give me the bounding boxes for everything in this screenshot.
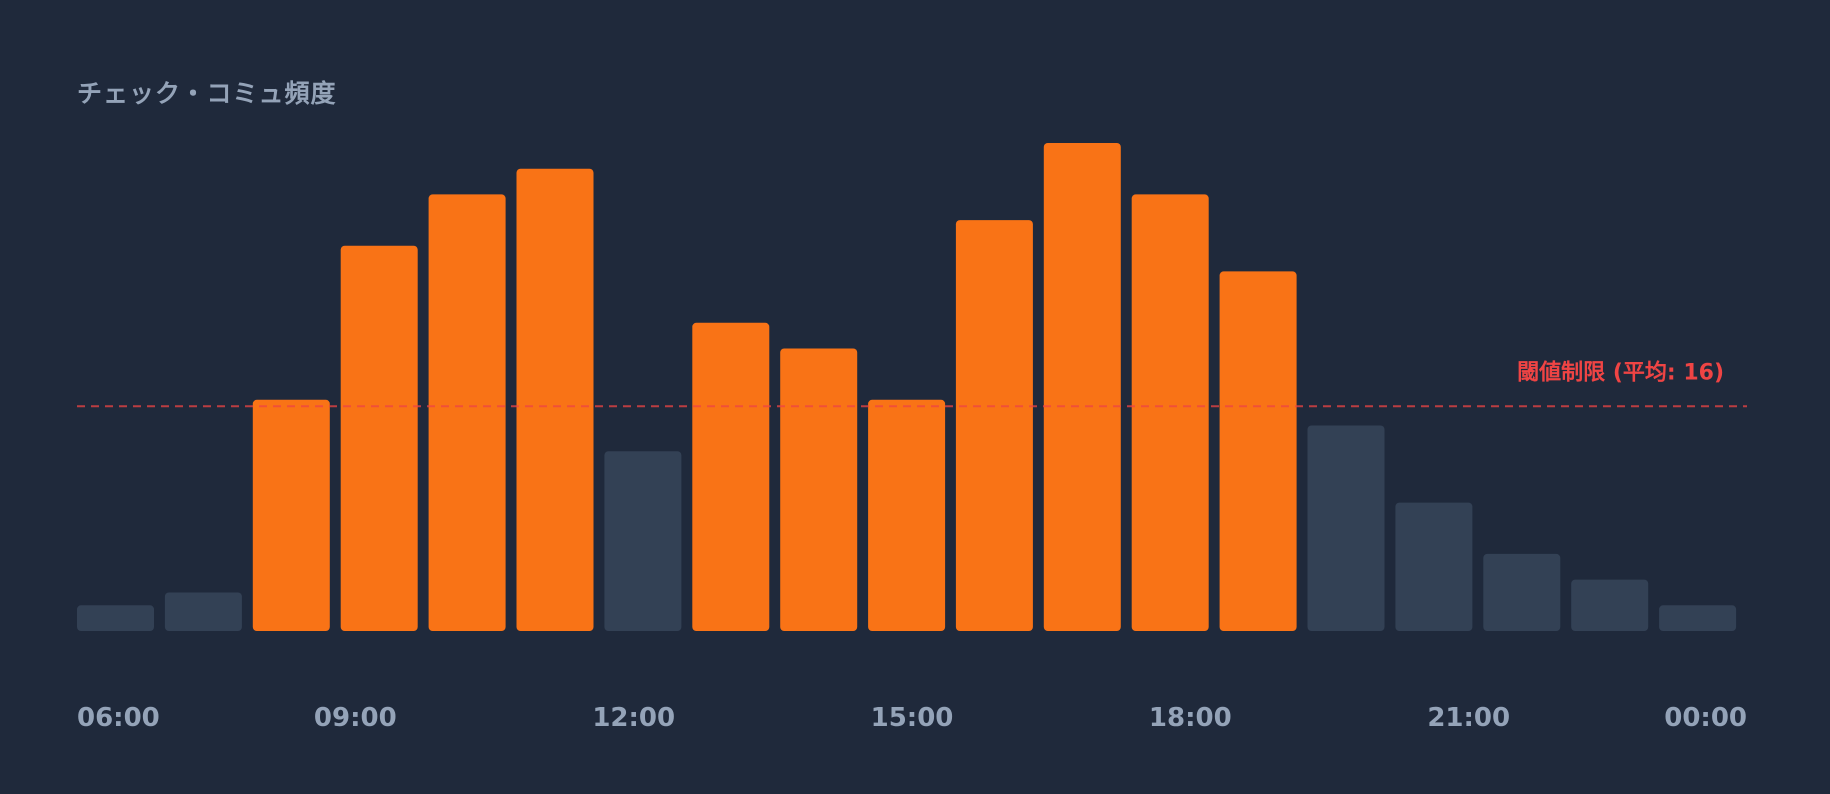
bar-0900 [340,245,418,631]
bar-1300 [692,322,770,631]
bar-1600 [955,220,1033,631]
bar-1700 [1043,143,1121,631]
bar-1000 [428,194,506,631]
bar-1400 [780,348,858,631]
bar-2100 [1395,502,1473,631]
bar-2000 [1307,425,1385,631]
bar-0700 [164,592,242,631]
x-tick-label: 18:00 [1149,703,1232,733]
bar-0000 [1659,605,1737,631]
threshold-label: 閾値制限 (平均: 16) [1517,359,1724,385]
bar-1200 [604,451,682,631]
bar-1800 [1131,194,1209,631]
x-tick-label: 12:00 [592,703,675,733]
bar-1500 [868,399,946,631]
x-tick-label: 06:00 [77,703,160,733]
chart-title: チェック・コミュ頻度 [77,79,337,108]
x-tick-label: 21:00 [1427,703,1510,733]
bar-0800 [252,399,330,631]
bar-2300 [1571,579,1649,631]
x-tick-label: 00:00 [1664,703,1747,733]
x-tick-label: 09:00 [314,703,397,733]
bar-1100 [516,168,594,631]
bar-2200 [1483,553,1561,631]
bar-0600 [77,605,154,631]
bar-1900 [1219,271,1297,631]
x-tick-label: 15:00 [871,703,954,733]
